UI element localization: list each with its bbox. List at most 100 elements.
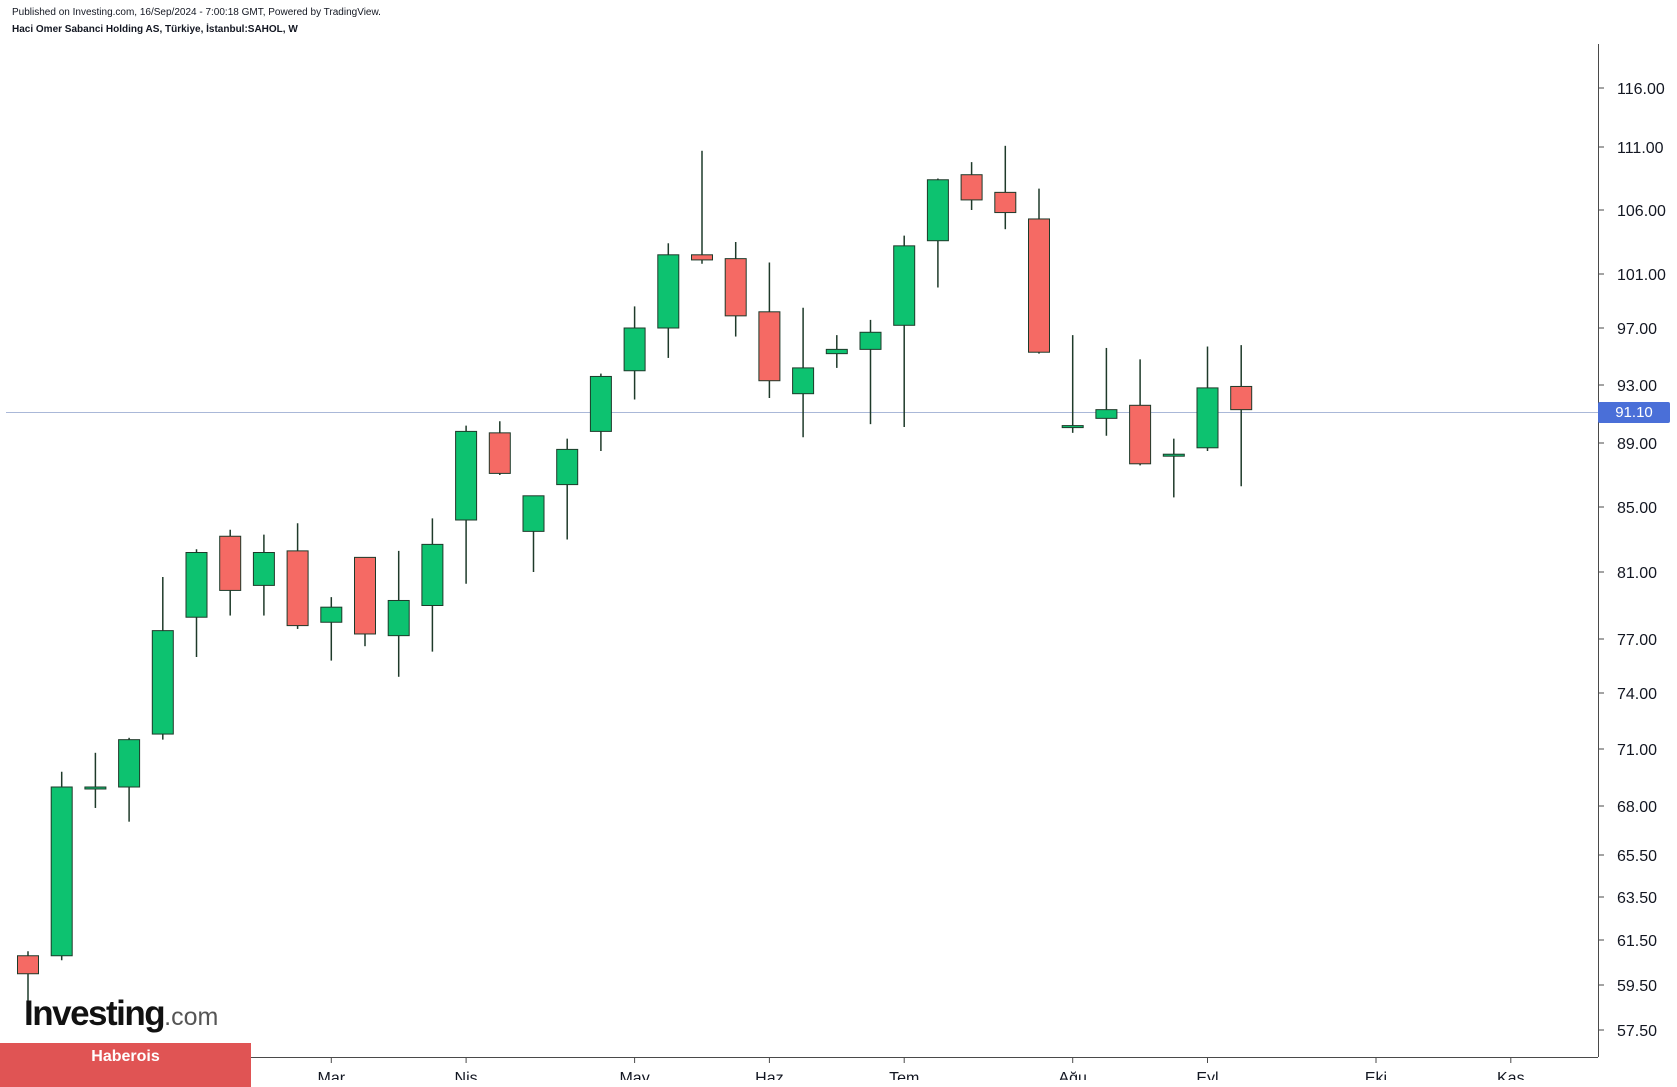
candle-21[interactable] <box>691 150 713 264</box>
candle-19[interactable] <box>623 306 646 400</box>
candle-body-up <box>522 495 545 532</box>
candle-15[interactable] <box>488 421 511 475</box>
candle-4[interactable] <box>118 737 141 822</box>
x-tick-label: Eyl <box>1196 1070 1218 1080</box>
candle-33[interactable] <box>1095 347 1118 436</box>
candle-13[interactable] <box>421 518 444 652</box>
candle-11[interactable] <box>354 556 376 647</box>
candle-body-down <box>1129 404 1152 465</box>
candle-9[interactable] <box>286 523 309 629</box>
candle-31[interactable] <box>1028 188 1050 354</box>
x-tick-label: Tem <box>889 1070 919 1080</box>
x-tick-label: Kas <box>1497 1070 1525 1080</box>
y-tick-label: 61.50 <box>1617 933 1657 950</box>
x-tick-label: Haz <box>755 1070 783 1080</box>
candle-body-up <box>1162 453 1185 457</box>
x-tick-label: May <box>619 1070 649 1080</box>
y-tick-label: 111.00 <box>1617 140 1664 157</box>
candle-body-down <box>219 535 242 591</box>
candle-27[interactable] <box>893 235 916 428</box>
candle-22[interactable] <box>724 242 747 337</box>
candle-body-down <box>1230 385 1253 411</box>
candle-body-up <box>556 448 579 486</box>
candle-26[interactable] <box>859 319 882 425</box>
candle-body-up <box>589 375 612 432</box>
candle-16[interactable] <box>522 495 545 572</box>
x-tick-label: Mar <box>318 1070 346 1080</box>
candle-body-up <box>859 331 882 350</box>
candle-body-up <box>926 179 949 242</box>
haberois-banner: Haberois <box>0 1043 251 1087</box>
candle-29[interactable] <box>960 162 983 210</box>
candle-35[interactable] <box>1162 438 1185 498</box>
candle-10[interactable] <box>320 597 343 661</box>
y-tick-label: 116.00 <box>1617 81 1665 98</box>
candle-32[interactable] <box>1061 335 1084 433</box>
candle-5[interactable] <box>151 577 174 740</box>
candle-24[interactable] <box>792 307 815 438</box>
logo-main: Investing <box>24 994 166 1033</box>
candle-18[interactable] <box>589 373 612 451</box>
candle-body-down <box>691 254 713 261</box>
candle-17[interactable] <box>556 438 579 540</box>
candle-23[interactable] <box>758 262 781 399</box>
candle-body-up <box>455 430 478 521</box>
candle-37[interactable] <box>1230 345 1253 487</box>
y-tick-label: 74.00 <box>1617 686 1657 703</box>
candle-body-down <box>724 258 747 317</box>
candle-body-up <box>421 543 444 606</box>
y-tick-label: 97.00 <box>1617 321 1657 338</box>
y-tick-label: 63.50 <box>1617 890 1657 907</box>
y-tick-label: 106.00 <box>1617 203 1666 220</box>
candle-body-up <box>1196 387 1219 449</box>
current-price-tag: 91.10 <box>1598 402 1670 423</box>
candle-body-down <box>17 955 39 975</box>
candle-body-up <box>623 327 646 372</box>
candle-body-up <box>893 245 916 326</box>
y-tick-label: 71.00 <box>1617 742 1657 759</box>
candle-6[interactable] <box>185 549 208 657</box>
candle-body-up <box>387 599 410 637</box>
candle-body-up <box>320 606 343 623</box>
candle-body-up <box>1061 425 1084 429</box>
candle-1[interactable] <box>17 951 39 1001</box>
published-note: Published on Investing.com, 16/Sep/2024 … <box>12 7 381 18</box>
candle-8[interactable] <box>252 534 275 616</box>
candle-3[interactable] <box>84 752 107 808</box>
candle-body-up <box>84 786 107 790</box>
instrument-title: Haci Omer Sabanci Holding AS, Türkiye, İ… <box>12 24 298 35</box>
candle-body-down <box>758 311 781 382</box>
y-tick-label: 57.50 <box>1617 1023 1657 1040</box>
candle-28[interactable] <box>926 178 949 288</box>
candle-body-down <box>994 191 1017 214</box>
candle-2[interactable] <box>50 771 73 961</box>
y-tick-label: 65.50 <box>1617 848 1657 865</box>
candle-20[interactable] <box>657 243 680 358</box>
y-tick-label: 81.00 <box>1617 565 1657 582</box>
candle-body-up <box>50 786 73 957</box>
candle-7[interactable] <box>219 529 242 616</box>
investing-logo: Investing.com <box>24 996 218 1031</box>
candle-25[interactable] <box>825 335 848 368</box>
y-tick-label: 59.50 <box>1617 978 1657 995</box>
candle-14[interactable] <box>455 425 478 584</box>
candle-body-up <box>657 254 680 329</box>
logo-suffix: .com <box>164 1003 219 1031</box>
candle-12[interactable] <box>387 550 410 677</box>
candle-body-down <box>960 174 983 201</box>
y-tick-label: 68.00 <box>1617 799 1657 816</box>
candle-30[interactable] <box>994 145 1017 230</box>
x-tick-label: Eki <box>1365 1070 1387 1080</box>
candle-body-down <box>286 550 309 627</box>
candle-34[interactable] <box>1129 359 1152 466</box>
x-tick-label: Ağu <box>1058 1070 1086 1080</box>
x-tick-label: Nis <box>455 1070 478 1080</box>
candle-36[interactable] <box>1196 346 1219 451</box>
candle-body-up <box>151 630 174 735</box>
y-tick-label: 93.00 <box>1617 378 1657 395</box>
candle-body-up <box>185 552 208 618</box>
y-tick-label: 101.00 <box>1617 267 1666 284</box>
y-tick-label: 89.00 <box>1617 436 1657 453</box>
candle-body-up <box>252 552 275 586</box>
